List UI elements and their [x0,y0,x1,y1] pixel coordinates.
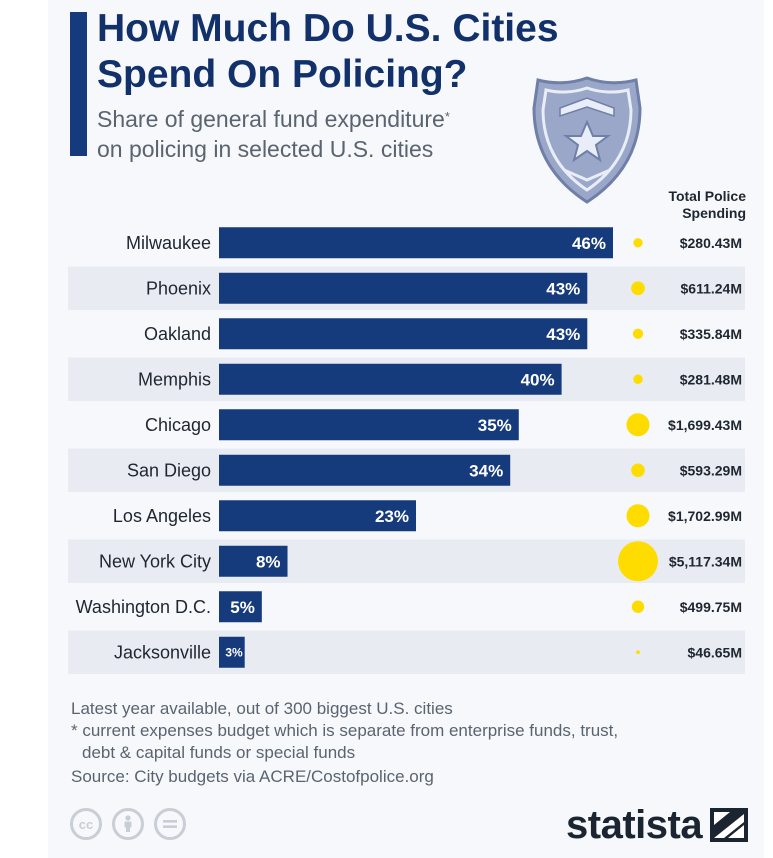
category-label: New York City [99,551,211,571]
police-badge-icon [532,76,642,204]
bar [219,591,262,623]
spending-bubble [631,463,645,478]
chart-title: How Much Do U.S. Cities Spend On Policin… [97,7,559,96]
spending-value: $499.75M [680,599,742,615]
spending-bubble [631,600,645,614]
spending-bubble [618,541,658,582]
spending-value: $5,117.34M [669,553,742,569]
spending-value: $611.24M [681,280,743,296]
bar [219,454,511,486]
bar-data-label: 8% [256,552,281,571]
category-label: Milwaukee [126,233,211,253]
subtitle-footnote-mark: * [444,109,450,124]
bar [219,318,588,350]
bar [219,363,562,395]
bar [219,272,588,304]
brand-wordmark: statista [566,802,703,847]
bar-data-label: 43% [546,325,580,344]
source-note: Source: City budgets via ACRE/Costofpoli… [71,767,434,786]
statista-mark-icon [710,808,749,842]
bar-data-label: 5% [230,598,255,617]
bar [219,545,288,577]
license-icons: cc [70,808,186,844]
subtitle-line-2: on policing in selected U.S. cities [97,136,434,162]
category-label: Los Angeles [113,506,211,526]
spending-value: $593.29M [680,462,742,478]
spending-value: $1,699.43M [668,417,742,433]
spending-bubble [633,238,643,248]
spending-bubble [632,328,644,339]
spending-value: $46.65M [688,644,742,660]
bar [219,227,613,259]
spending-bubble [633,374,643,384]
row-stripe [68,630,745,674]
statista-logo[interactable]: statista [566,800,749,850]
cc-icon[interactable]: cc [70,808,102,840]
no-derivatives-icon[interactable] [154,808,186,840]
bar-data-label: 43% [546,279,580,298]
footnote-definition: * current expenses budget which is separ… [71,721,619,740]
spending-value: $281.48M [680,371,742,387]
bar-data-label: 40% [521,370,555,389]
spending-bubble [631,281,645,296]
spending-value: $1,702.99M [668,508,742,524]
bar-data-label: 3% [225,645,243,659]
bar [219,500,416,532]
title-accent-bar [70,12,87,156]
bar [219,636,245,668]
category-label: Jacksonville [114,642,211,662]
footnote-scope: Latest year available, out of 300 bigges… [71,699,453,718]
category-label: Memphis [138,369,211,389]
spending-bubble [636,650,640,655]
chart-subtitle: Share of general fund expenditure* on po… [97,104,517,164]
bar [219,409,519,441]
bar-data-label: 46% [572,234,606,253]
category-label: Washington D.C. [76,597,211,617]
bar-data-label: 35% [478,416,512,435]
category-label: Phoenix [146,278,211,298]
subtitle-line-1: Share of general fund expenditure [97,106,445,132]
attribution-icon[interactable] [112,808,144,840]
spending-value: $280.43M [680,235,742,251]
footnote-definition-cont: debt & capital funds or special funds [82,743,356,762]
bar-data-label: 34% [469,461,503,480]
spending-bubble [626,504,650,528]
category-label: Oakland [144,324,211,344]
footnotes: Latest year available, out of 300 bigges… [71,698,731,788]
spending-bubble [626,413,650,437]
category-label: Chicago [145,415,211,435]
spending-column-header: Total Police Spending [668,188,746,221]
bar-data-label: 23% [375,507,409,526]
category-label: San Diego [127,460,211,480]
spending-value: $335.84M [680,326,742,342]
